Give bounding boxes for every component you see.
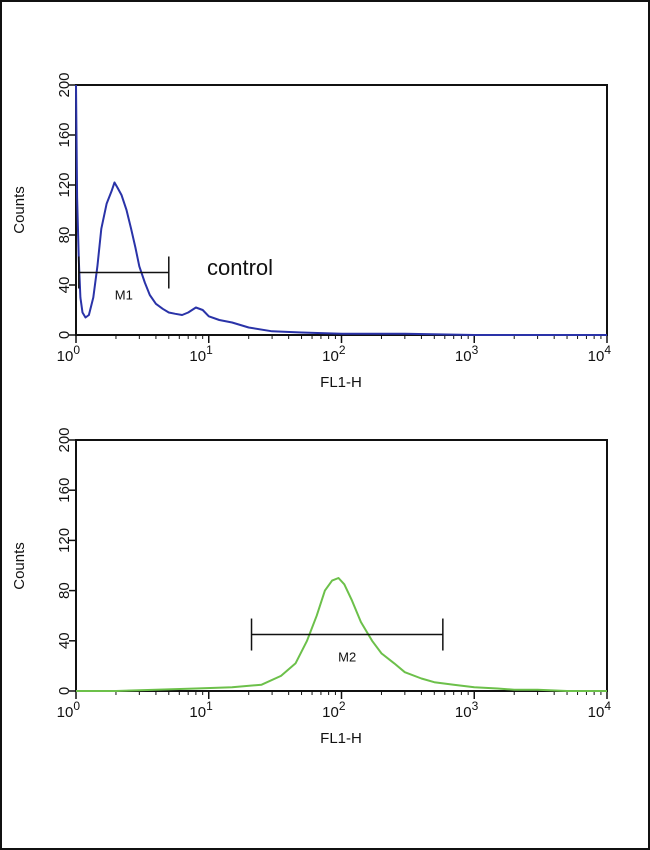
y-axis-label: Counts <box>11 186 28 234</box>
x-tick-label: 103 <box>455 699 479 721</box>
y-tick-label: 0 <box>56 687 73 695</box>
x-tick-label: 101 <box>189 699 213 721</box>
series-sample <box>76 577 607 692</box>
y-axis-label: Counts <box>11 542 28 590</box>
x-tick-label: 102 <box>322 343 346 365</box>
y-tick-label: 0 <box>56 331 73 339</box>
y-tick-label: 160 <box>56 122 73 147</box>
plot-area-frame <box>75 84 608 336</box>
x-axis-label: FL1-H <box>320 730 362 747</box>
x-tick-label: 104 <box>588 699 612 721</box>
y-axis-ticks: 0 40 80 120 160 200 <box>56 72 76 339</box>
control-annotation: control <box>207 255 273 280</box>
x-tick-label: 100 <box>57 699 81 721</box>
x-axis-ticks: 100 101 102 103 104 <box>57 691 612 721</box>
x-axis-label: FL1-H <box>320 374 362 391</box>
y-tick-label: 200 <box>56 427 73 452</box>
y-tick-label: 120 <box>56 528 73 553</box>
gate-m2: M2 <box>250 618 444 665</box>
x-tick-label: 103 <box>455 343 479 365</box>
x-tick-label: 101 <box>189 343 213 365</box>
y-tick-label: 200 <box>56 72 73 97</box>
gate-label: M2 <box>338 650 356 665</box>
histogram-line <box>75 84 607 336</box>
x-axis-ticks: 100 101 102 103 104 <box>57 335 612 365</box>
histogram-panel-control: 0 40 80 120 160 200 100 101 102 103 104 Counts FL… <box>11 72 611 391</box>
y-tick-label: 40 <box>56 632 73 649</box>
x-tick-label: 100 <box>57 343 81 365</box>
x-tick-label: 104 <box>588 343 612 365</box>
y-tick-label: 80 <box>56 227 73 244</box>
gate-label: M1 <box>115 288 133 303</box>
histogram-panel-sample: 0 40 80 120 160 200 100 101 102 103 104 Counts FL… <box>11 427 611 747</box>
gate-m1: M1 <box>78 256 170 303</box>
y-axis-ticks: 0 40 80 120 160 200 <box>56 427 76 695</box>
y-tick-label: 120 <box>56 172 73 197</box>
y-tick-label: 80 <box>56 582 73 599</box>
y-tick-label: 40 <box>56 277 73 294</box>
x-tick-label: 102 <box>322 699 346 721</box>
histogram-line <box>76 577 607 692</box>
series-control <box>75 84 607 336</box>
y-tick-label: 160 <box>56 478 73 503</box>
